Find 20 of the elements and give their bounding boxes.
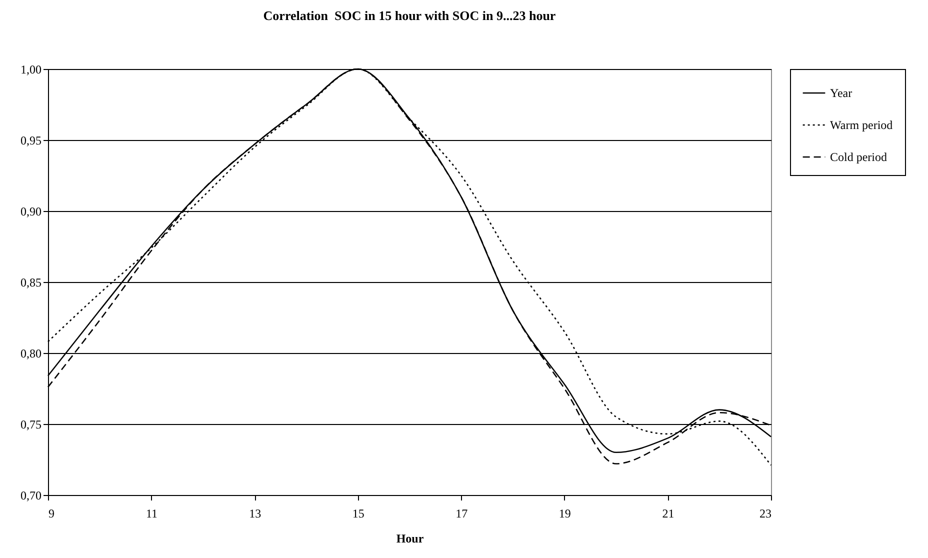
chart-title: Correlation SOC in 15 hour with SOC in 9...23 hour: [263, 8, 556, 23]
legend-label: Warm period: [830, 118, 893, 132]
legend-label: Cold period: [830, 150, 887, 164]
legend-label: Year: [830, 86, 852, 100]
y-tick-label: 0,80: [20, 346, 42, 360]
x-tick-label: 11: [146, 506, 158, 520]
y-tick-label: 0,85: [20, 276, 42, 290]
x-tick-label: 9: [48, 506, 54, 520]
y-tick-label: 0,90: [20, 204, 42, 218]
y-tick-label: 1,00: [20, 62, 42, 76]
x-axis-title: Hour: [396, 532, 424, 546]
y-tick-label: 0,75: [20, 418, 42, 432]
x-tick-label: 17: [456, 506, 468, 520]
y-tick-label: 0,95: [20, 134, 42, 148]
x-tick-label: 13: [249, 506, 262, 520]
y-tick-label: 0,70: [20, 488, 42, 502]
x-tick-label: 23: [760, 506, 772, 520]
x-tick-label: 21: [662, 506, 674, 520]
x-tick-label: 15: [352, 506, 364, 520]
x-tick-label: 19: [558, 506, 571, 520]
